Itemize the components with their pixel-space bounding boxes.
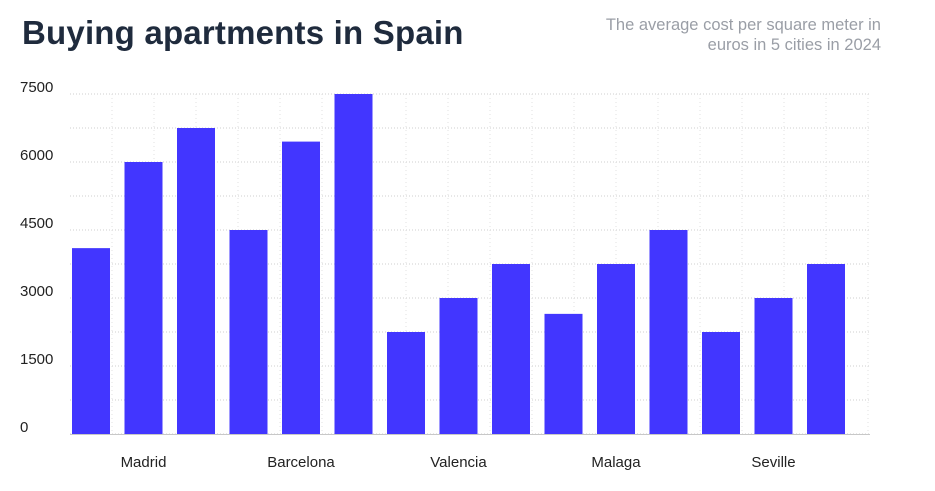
grid-lines bbox=[70, 93, 870, 435]
bar bbox=[702, 332, 740, 434]
x-category-label: Valencia bbox=[430, 454, 487, 471]
bar bbox=[807, 264, 845, 434]
bar bbox=[649, 230, 688, 434]
y-tick-label: 6000 bbox=[20, 147, 53, 164]
x-category-label: Seville bbox=[751, 454, 795, 471]
bar bbox=[754, 298, 793, 434]
y-tick-label: 1500 bbox=[20, 351, 53, 368]
x-category-label: Malaga bbox=[591, 454, 641, 471]
bar bbox=[282, 141, 320, 434]
bars bbox=[72, 94, 845, 434]
y-tick-label: 3000 bbox=[20, 283, 53, 300]
y-tick-label: 4500 bbox=[20, 215, 53, 232]
bar bbox=[334, 94, 373, 434]
y-tick-label: 7500 bbox=[20, 79, 53, 96]
chart-title: Buying apartments in Spain bbox=[22, 14, 464, 51]
x-category-label: Madrid bbox=[121, 454, 167, 471]
bar bbox=[597, 264, 635, 434]
bar bbox=[177, 128, 215, 434]
bar bbox=[124, 162, 163, 434]
bar bbox=[544, 313, 583, 434]
y-tick-label: 0 bbox=[20, 419, 28, 436]
x-category-label: Barcelona bbox=[267, 454, 335, 471]
chart-subtitle: The average cost per square meter in eur… bbox=[605, 16, 881, 54]
bar bbox=[387, 332, 425, 434]
bar bbox=[229, 230, 268, 434]
bar bbox=[72, 248, 110, 434]
y-axis-ticks: 0 1500 3000 4500 6000 7500 bbox=[20, 79, 53, 436]
bar bbox=[439, 298, 478, 434]
x-axis-categories: Madrid Barcelona Valencia Malaga Seville bbox=[121, 454, 796, 471]
bar bbox=[492, 264, 530, 434]
